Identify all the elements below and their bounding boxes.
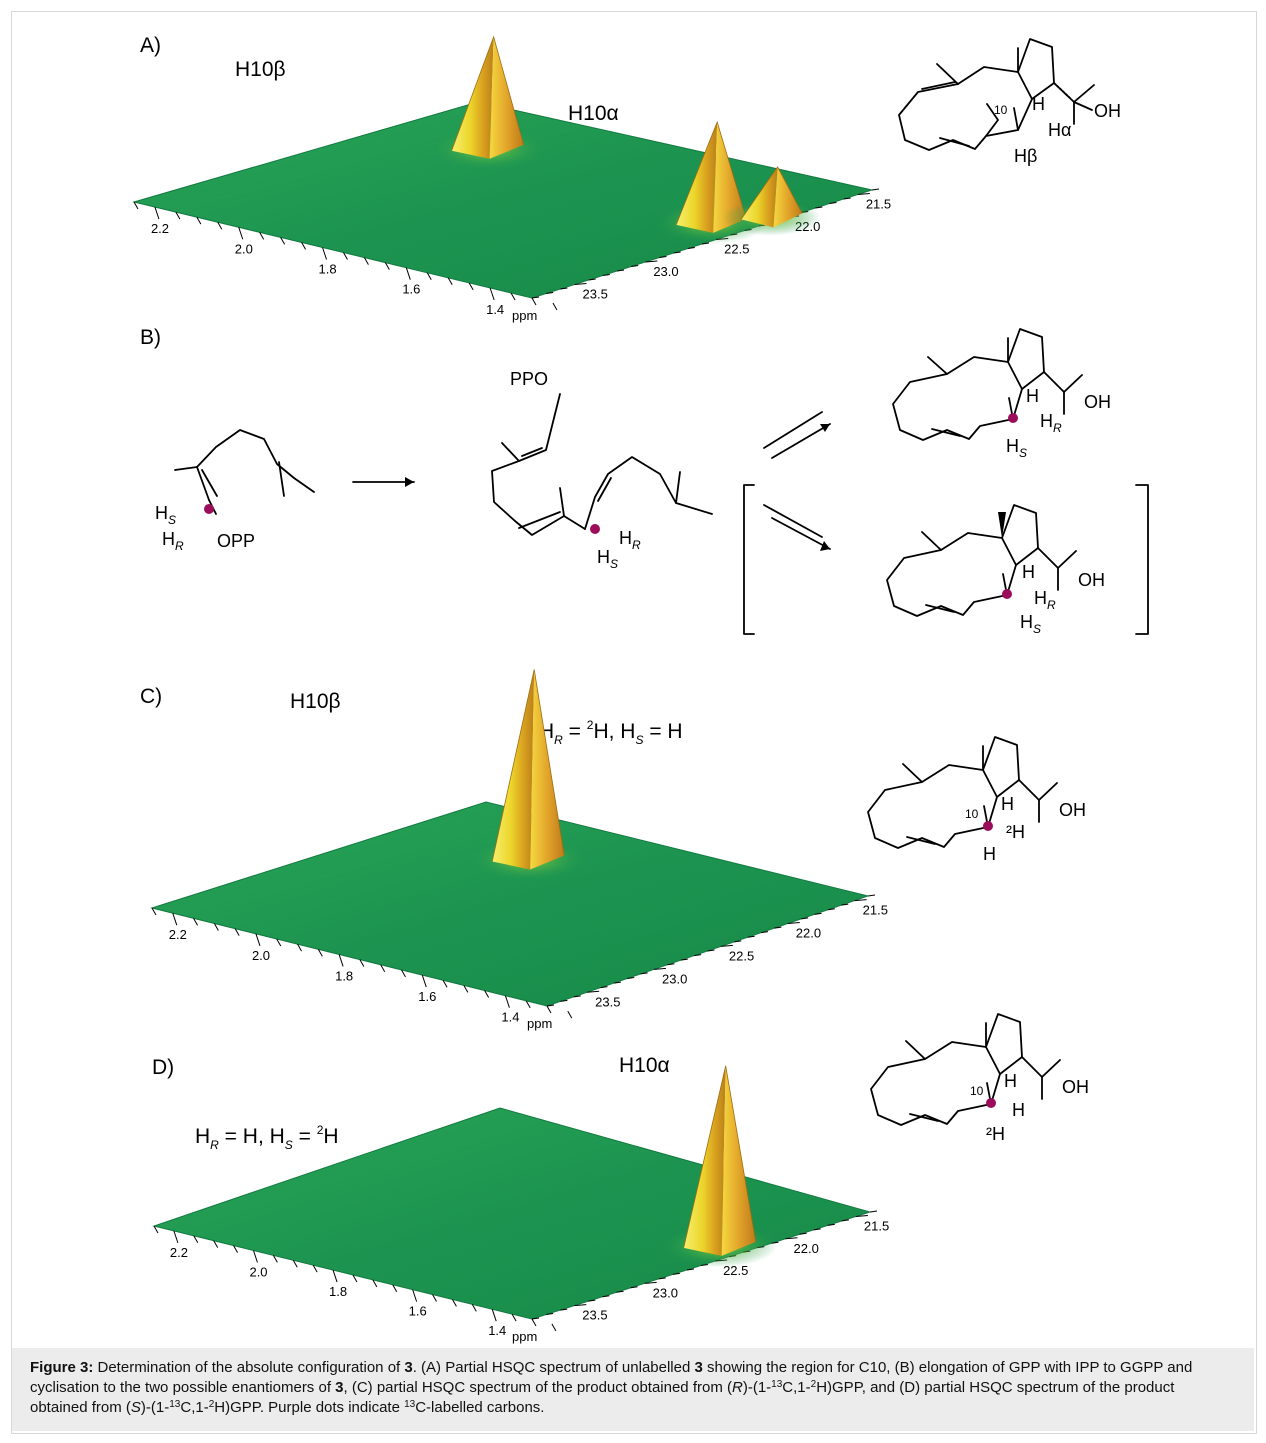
peak-face xyxy=(489,36,524,159)
h-tick-label: 2.0 xyxy=(249,1264,267,1279)
scheme-b: HS HR OPP PPO HS HR xyxy=(155,328,1149,636)
hs-b4: HS xyxy=(1020,612,1041,636)
figure-caption: Figure 3: Determination of the absolute … xyxy=(12,1348,1254,1431)
peak-face xyxy=(773,166,803,228)
spectrum-c: 2.2 2.0 1.8 1.6 1.4 23.5 23.0 22.5 22.0 21.5 ppm xyxy=(150,669,888,1031)
caption-head: Figure 3: xyxy=(30,1359,94,1376)
peak-face xyxy=(530,669,565,870)
c10-c: 10 xyxy=(965,807,979,821)
peak-face xyxy=(451,36,494,159)
oh-b2: OH xyxy=(1078,570,1105,590)
c-tick-label: 22.5 xyxy=(724,242,749,257)
opp-b1: OPP xyxy=(217,531,255,551)
condition-d: HR = H, HS = 2H xyxy=(195,1123,339,1152)
peak-label-a-h10alpha: H10α xyxy=(568,102,619,125)
hr-b2: HR xyxy=(619,528,641,552)
hs-b3: HS xyxy=(1006,436,1027,460)
c10-a: 10 xyxy=(994,103,1008,117)
h-c2: H xyxy=(983,844,996,864)
oh-b1: OH xyxy=(1084,392,1111,412)
panel-a-label: A) xyxy=(140,34,161,57)
hr-b4: HR xyxy=(1034,588,1056,612)
h-tick-label: 2.2 xyxy=(151,221,169,236)
peak-outline xyxy=(451,35,525,151)
c-tick-label: 22.0 xyxy=(794,1241,819,1256)
h-tick-label: 1.8 xyxy=(335,968,353,983)
h-tick-label: 2.0 xyxy=(235,241,253,256)
ppm-label: ppm xyxy=(512,308,537,323)
panel-d-label: D) xyxy=(152,1056,174,1079)
hs-b1: HS xyxy=(155,503,176,527)
peak-outline xyxy=(740,166,803,220)
c-tick-label: 21.5 xyxy=(863,903,888,918)
hb-a: Hβ xyxy=(1014,146,1037,166)
h-a: H xyxy=(1032,94,1045,114)
peak-label-c-h10beta: H10β xyxy=(290,690,341,713)
d-c: ²H xyxy=(1006,822,1025,842)
c-tick-label: 21.5 xyxy=(866,197,891,212)
peak-face xyxy=(741,166,778,228)
svg-text:HR = H, HS = 2H: HR = H, HS = 2H xyxy=(195,1123,339,1152)
panel-b-label: B) xyxy=(140,326,161,349)
h-tick-label: 1.4 xyxy=(486,302,504,317)
peak-outline xyxy=(675,120,747,225)
peak-outline xyxy=(683,1065,757,1248)
peak-face xyxy=(676,122,718,233)
c-tick-label: 23.0 xyxy=(653,264,678,279)
oh-d: OH xyxy=(1062,1077,1089,1097)
h-tick-label: 1.8 xyxy=(319,261,337,276)
h-d2: H xyxy=(1012,1100,1025,1120)
h-b1: H xyxy=(1026,386,1039,406)
peak-face xyxy=(721,1065,756,1256)
h-tick-label: 1.4 xyxy=(501,1010,519,1025)
h-b2: H xyxy=(1022,562,1035,582)
panel-c-label: C) xyxy=(140,685,162,708)
c-tick-label: 23.0 xyxy=(653,1285,678,1300)
c-tick-label: 22.5 xyxy=(729,948,754,963)
svg-text:HR = 2H, HS = H: HR = 2H, HS = H xyxy=(539,718,683,747)
c-tick-label: 23.5 xyxy=(582,1308,607,1323)
figure-art: A) B) C) D) H10β H10α H10β H10α HR = 2H,… xyxy=(132,34,1149,1344)
condition-c: HR = 2H, HS = H xyxy=(539,718,683,747)
structure-d: OH H H ²H 10 xyxy=(870,1013,1089,1144)
d-d: ²H xyxy=(986,1124,1005,1144)
c-tick-label: 23.0 xyxy=(662,971,687,986)
ppo-b: PPO xyxy=(510,369,548,389)
oh-c: OH xyxy=(1059,800,1086,820)
ha-a: Hα xyxy=(1048,120,1071,140)
oh-a: OH xyxy=(1094,101,1121,121)
peak-face xyxy=(492,669,535,870)
h-tick-label: 1.6 xyxy=(409,1304,427,1319)
peak-label-d-h10alpha: H10α xyxy=(619,1054,670,1077)
h-tick-label: 1.6 xyxy=(402,282,420,297)
structure-a: OH H Hα Hβ 10 xyxy=(898,38,1121,166)
h-tick-label: 2.0 xyxy=(252,948,270,963)
peak-label-a-h10beta: H10β xyxy=(235,58,286,81)
peak-face xyxy=(683,1065,726,1256)
hr-b3: HR xyxy=(1040,411,1062,435)
h-tick-label: 1.4 xyxy=(488,1323,506,1338)
h-tick-label: 1.6 xyxy=(418,989,436,1004)
h-tick-label: 1.8 xyxy=(329,1284,347,1299)
c-tick-label: 22.0 xyxy=(796,926,821,941)
ppm-label: ppm xyxy=(527,1016,552,1031)
h-c1: H xyxy=(1001,794,1014,814)
structure-c: OH H ²H H 10 xyxy=(867,736,1086,864)
peak-outline xyxy=(491,669,565,862)
ppm-label: ppm xyxy=(512,1329,537,1344)
h-d1: H xyxy=(1004,1071,1017,1091)
c-tick-label: 21.5 xyxy=(864,1218,889,1233)
c-tick-label: 23.5 xyxy=(583,287,608,302)
h-tick-label: 2.2 xyxy=(169,927,187,942)
figure: A) B) C) D) H10β H10α H10β H10α HR = 2H,… xyxy=(11,11,1257,1434)
h-tick-label: 2.2 xyxy=(170,1245,188,1260)
hr-b1: HR xyxy=(162,529,184,553)
c-tick-label: 23.5 xyxy=(595,994,620,1009)
c10-d: 10 xyxy=(970,1084,984,1098)
hs-b2: HS xyxy=(597,547,618,571)
